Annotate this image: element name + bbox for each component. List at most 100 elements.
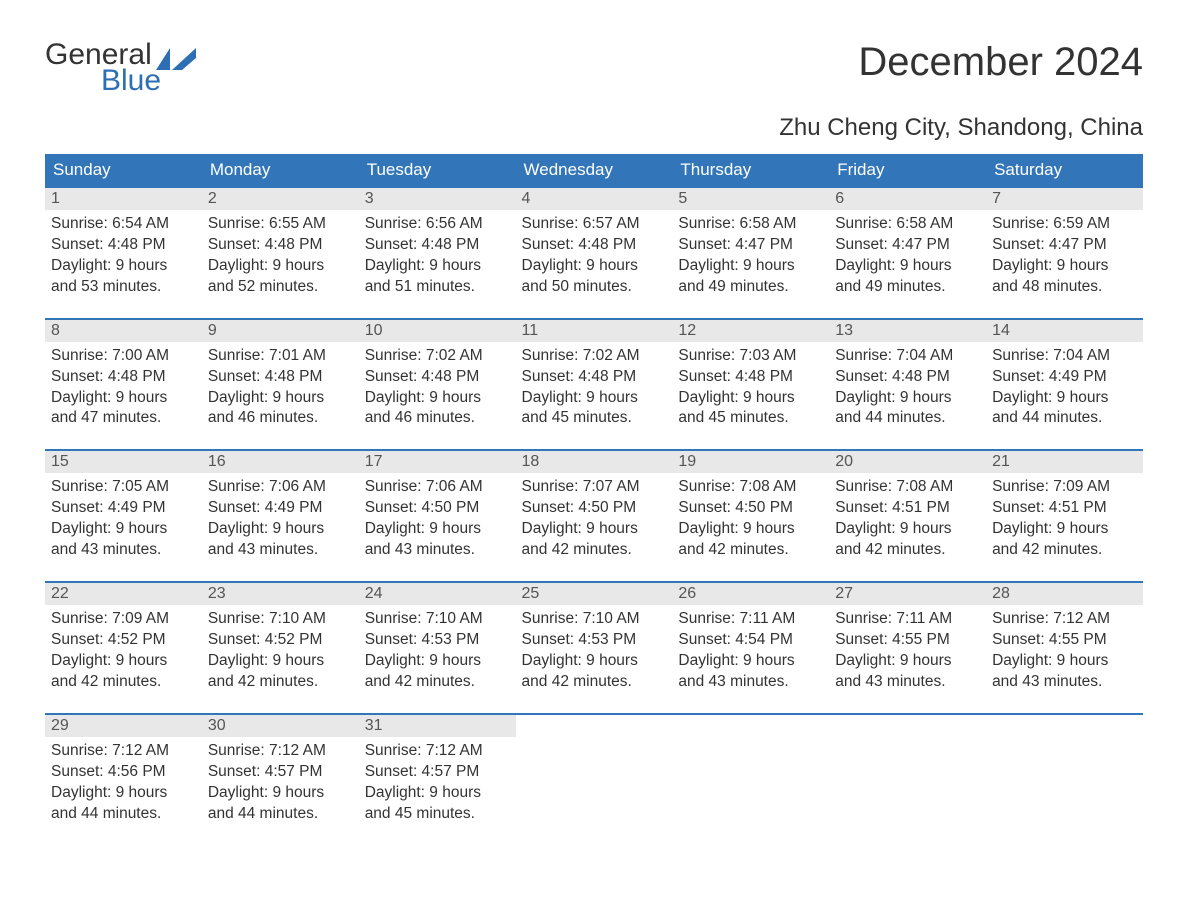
day-number: 17 bbox=[359, 450, 516, 473]
day-detail-cell: Sunrise: 7:02 AMSunset: 4:48 PMDaylight:… bbox=[516, 342, 673, 451]
day-day1: Daylight: 9 hours bbox=[835, 388, 980, 409]
day-sunset: Sunset: 4:55 PM bbox=[835, 630, 980, 651]
weekday-header: Monday bbox=[202, 154, 359, 187]
day-sunset: Sunset: 4:48 PM bbox=[208, 235, 353, 256]
day-sunrise: Sunrise: 7:05 AM bbox=[51, 477, 196, 498]
day-detail-cell: Sunrise: 6:54 AMSunset: 4:48 PMDaylight:… bbox=[45, 210, 202, 319]
day-number-row: 1234567 bbox=[45, 187, 1143, 210]
day-day1: Daylight: 9 hours bbox=[678, 388, 823, 409]
day-sunrise: Sunrise: 6:58 AM bbox=[678, 214, 823, 235]
day-day1: Daylight: 9 hours bbox=[51, 519, 196, 540]
day-detail-cell: Sunrise: 7:12 AMSunset: 4:56 PMDaylight:… bbox=[45, 737, 202, 845]
page-subtitle: Zhu Cheng City, Shandong, China bbox=[45, 114, 1143, 142]
day-sunrise: Sunrise: 7:08 AM bbox=[678, 477, 823, 498]
day-sunset: Sunset: 4:57 PM bbox=[208, 762, 353, 783]
day-number: 18 bbox=[516, 450, 673, 473]
day-sunrise: Sunrise: 7:12 AM bbox=[992, 609, 1137, 630]
day-day1: Daylight: 9 hours bbox=[835, 256, 980, 277]
day-number-row: 15161718192021 bbox=[45, 450, 1143, 473]
day-day2: and 42 minutes. bbox=[992, 540, 1137, 561]
day-sunset: Sunset: 4:47 PM bbox=[678, 235, 823, 256]
day-sunrise: Sunrise: 7:04 AM bbox=[992, 346, 1137, 367]
day-detail-cell: Sunrise: 7:04 AMSunset: 4:49 PMDaylight:… bbox=[986, 342, 1143, 451]
day-number: 25 bbox=[516, 582, 673, 605]
day-day1: Daylight: 9 hours bbox=[208, 519, 353, 540]
day-day2: and 45 minutes. bbox=[522, 408, 667, 429]
day-day2: and 47 minutes. bbox=[51, 408, 196, 429]
day-sunrise: Sunrise: 7:07 AM bbox=[522, 477, 667, 498]
day-day2: and 46 minutes. bbox=[365, 408, 510, 429]
day-day2: and 46 minutes. bbox=[208, 408, 353, 429]
weekday-header: Saturday bbox=[986, 154, 1143, 187]
day-sunset: Sunset: 4:47 PM bbox=[992, 235, 1137, 256]
day-detail-cell: Sunrise: 7:08 AMSunset: 4:50 PMDaylight:… bbox=[672, 473, 829, 582]
day-detail-cell: Sunrise: 7:08 AMSunset: 4:51 PMDaylight:… bbox=[829, 473, 986, 582]
day-day1: Daylight: 9 hours bbox=[51, 783, 196, 804]
day-day2: and 43 minutes. bbox=[992, 672, 1137, 693]
day-day2: and 42 minutes. bbox=[522, 672, 667, 693]
day-sunset: Sunset: 4:48 PM bbox=[835, 367, 980, 388]
day-number: 1 bbox=[45, 187, 202, 210]
day-day1: Daylight: 9 hours bbox=[522, 388, 667, 409]
day-day1: Daylight: 9 hours bbox=[678, 651, 823, 672]
logo: General Blue bbox=[45, 40, 196, 96]
day-detail-cell: Sunrise: 7:12 AMSunset: 4:55 PMDaylight:… bbox=[986, 605, 1143, 714]
day-detail-cell: Sunrise: 6:59 AMSunset: 4:47 PMDaylight:… bbox=[986, 210, 1143, 319]
day-detail-row: Sunrise: 7:00 AMSunset: 4:48 PMDaylight:… bbox=[45, 342, 1143, 451]
weekday-header: Friday bbox=[829, 154, 986, 187]
empty-cell bbox=[672, 737, 829, 845]
day-detail-row: Sunrise: 6:54 AMSunset: 4:48 PMDaylight:… bbox=[45, 210, 1143, 319]
day-day2: and 48 minutes. bbox=[992, 277, 1137, 298]
header: General Blue December 2024 bbox=[45, 40, 1143, 96]
day-sunrise: Sunrise: 7:10 AM bbox=[208, 609, 353, 630]
day-detail-cell: Sunrise: 7:09 AMSunset: 4:51 PMDaylight:… bbox=[986, 473, 1143, 582]
day-sunrise: Sunrise: 7:01 AM bbox=[208, 346, 353, 367]
day-sunrise: Sunrise: 7:08 AM bbox=[835, 477, 980, 498]
day-sunset: Sunset: 4:50 PM bbox=[678, 498, 823, 519]
empty-cell bbox=[516, 714, 673, 737]
day-day1: Daylight: 9 hours bbox=[522, 519, 667, 540]
day-day1: Daylight: 9 hours bbox=[678, 519, 823, 540]
day-number: 28 bbox=[986, 582, 1143, 605]
day-day2: and 49 minutes. bbox=[835, 277, 980, 298]
day-detail-cell: Sunrise: 7:06 AMSunset: 4:49 PMDaylight:… bbox=[202, 473, 359, 582]
day-day1: Daylight: 9 hours bbox=[678, 256, 823, 277]
day-day1: Daylight: 9 hours bbox=[51, 651, 196, 672]
day-day2: and 52 minutes. bbox=[208, 277, 353, 298]
day-sunrise: Sunrise: 7:12 AM bbox=[51, 741, 196, 762]
day-number: 21 bbox=[986, 450, 1143, 473]
day-sunset: Sunset: 4:48 PM bbox=[522, 367, 667, 388]
day-sunrise: Sunrise: 6:57 AM bbox=[522, 214, 667, 235]
day-number: 6 bbox=[829, 187, 986, 210]
empty-cell bbox=[829, 737, 986, 845]
day-sunset: Sunset: 4:47 PM bbox=[835, 235, 980, 256]
day-number: 15 bbox=[45, 450, 202, 473]
empty-cell bbox=[672, 714, 829, 737]
day-day1: Daylight: 9 hours bbox=[365, 388, 510, 409]
day-sunset: Sunset: 4:50 PM bbox=[522, 498, 667, 519]
day-day2: and 42 minutes. bbox=[522, 540, 667, 561]
day-number: 22 bbox=[45, 582, 202, 605]
day-detail-cell: Sunrise: 7:10 AMSunset: 4:53 PMDaylight:… bbox=[359, 605, 516, 714]
day-sunrise: Sunrise: 7:11 AM bbox=[835, 609, 980, 630]
day-sunrise: Sunrise: 6:55 AM bbox=[208, 214, 353, 235]
weekday-header: Thursday bbox=[672, 154, 829, 187]
day-sunrise: Sunrise: 7:06 AM bbox=[365, 477, 510, 498]
day-day2: and 43 minutes. bbox=[678, 672, 823, 693]
day-day1: Daylight: 9 hours bbox=[522, 651, 667, 672]
day-number: 31 bbox=[359, 714, 516, 737]
day-day1: Daylight: 9 hours bbox=[208, 256, 353, 277]
day-sunset: Sunset: 4:49 PM bbox=[51, 498, 196, 519]
empty-cell bbox=[986, 714, 1143, 737]
calendar-table: SundayMondayTuesdayWednesdayThursdayFrid… bbox=[45, 154, 1143, 844]
day-day1: Daylight: 9 hours bbox=[208, 783, 353, 804]
empty-cell bbox=[516, 737, 673, 845]
day-detail-cell: Sunrise: 7:05 AMSunset: 4:49 PMDaylight:… bbox=[45, 473, 202, 582]
day-detail-cell: Sunrise: 7:10 AMSunset: 4:52 PMDaylight:… bbox=[202, 605, 359, 714]
day-day1: Daylight: 9 hours bbox=[365, 651, 510, 672]
day-detail-cell: Sunrise: 7:09 AMSunset: 4:52 PMDaylight:… bbox=[45, 605, 202, 714]
day-day2: and 42 minutes. bbox=[365, 672, 510, 693]
day-number: 5 bbox=[672, 187, 829, 210]
day-detail-cell: Sunrise: 7:07 AMSunset: 4:50 PMDaylight:… bbox=[516, 473, 673, 582]
day-sunset: Sunset: 4:52 PM bbox=[51, 630, 196, 651]
